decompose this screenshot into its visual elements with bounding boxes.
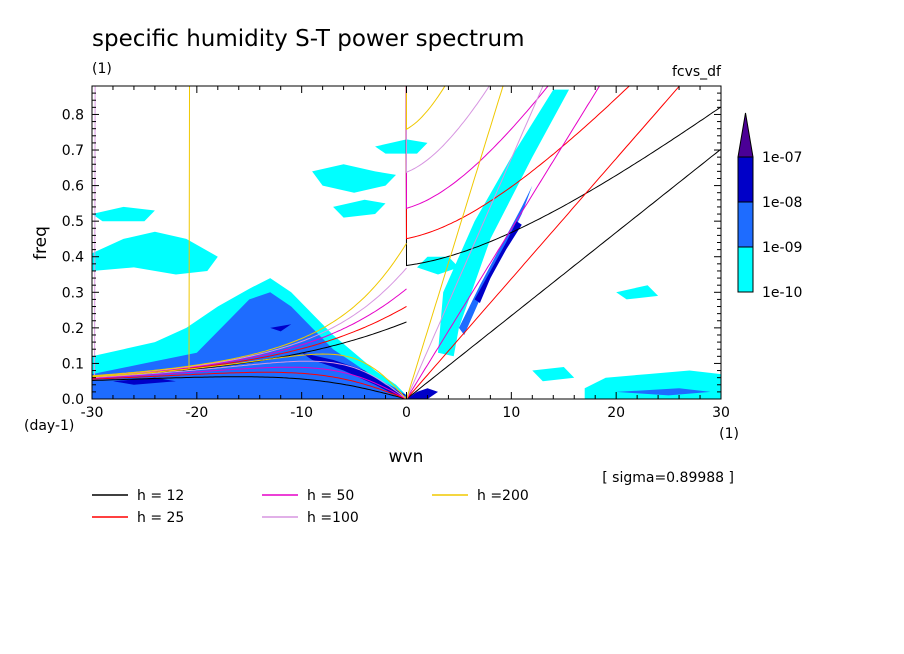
chart-title: specific humidity S-T power spectrum	[92, 26, 524, 52]
colorbar-segment	[737, 156, 754, 203]
contour-region-7	[438, 89, 569, 357]
inertia-gravity-curve-h50	[405, 86, 549, 209]
contour-region-5	[375, 139, 428, 154]
x-tick-label: 30	[712, 405, 730, 421]
x-axis-label: wvn	[389, 447, 424, 467]
legend-label: h = 25	[137, 510, 184, 526]
contour-region-6	[417, 256, 459, 275]
contour-region-2	[92, 206, 155, 222]
subtitle-left: (1)	[92, 61, 112, 77]
y-unit-label: (day-1)	[24, 418, 74, 434]
x-tick-label: 0	[402, 405, 411, 421]
contour-region-4	[333, 199, 386, 218]
contour-region-18	[406, 388, 438, 399]
y-tick-label: 0.5	[62, 214, 84, 230]
mixed-rossby-gravity-curve-h200	[92, 243, 407, 377]
colorbar: 1e-10 1e-09 1e-08 1e-07	[737, 112, 802, 301]
sigma-note: [ sigma=0.89988 ]	[602, 470, 734, 486]
kelvin-curve-h12	[406, 148, 721, 399]
x-tick-label: -10	[290, 405, 313, 421]
contour-region-16	[270, 324, 292, 332]
plot-area: -30 -20 -10 0 10 20 30 0.0 0.1 0.2 0.3 0.4 0.5 0.6 0.7…	[62, 85, 730, 421]
kelvin-curve-h100	[406, 86, 544, 399]
y-tick-label: 0.0	[62, 392, 84, 408]
inertia-gravity-curve-h12	[405, 86, 721, 267]
contour-region-1	[92, 231, 218, 275]
x-tick-label: -20	[185, 405, 208, 421]
inertia-gravity-curve-h200	[92, 86, 446, 378]
legend-label: h =100	[307, 510, 359, 526]
y-axis-label: freq	[31, 226, 51, 260]
colorbar-label: 1e-09	[762, 240, 802, 256]
contour-region-3	[312, 164, 396, 193]
inertia-gravity-curve-h100	[92, 86, 490, 378]
y-tick-label: 0.6	[62, 179, 84, 195]
x-tick-label: -30	[81, 405, 104, 421]
contour-region-9	[532, 367, 575, 382]
colorbar-segment	[737, 201, 754, 248]
x-tick-label: 20	[607, 405, 625, 421]
contour-region-17	[474, 221, 522, 303]
kelvin-curve-h200	[406, 86, 504, 399]
rossby-curve-h25	[92, 371, 407, 399]
colorbar-label: 1e-07	[762, 150, 802, 166]
inertia-gravity-curve-h25	[405, 86, 631, 240]
y-tick-label: 0.2	[62, 321, 84, 337]
contour-region-14	[301, 352, 407, 396]
legend-label: h = 50	[307, 488, 354, 504]
dispersion-curves	[92, 86, 721, 399]
rossby-curve-h200	[92, 353, 407, 399]
x-unit-label: (1)	[719, 426, 739, 442]
kelvin-curve-h25	[406, 86, 681, 399]
contour-region-10	[616, 285, 659, 300]
rossby-curve-h12	[92, 376, 407, 399]
colorbar-label: 1e-10	[762, 285, 802, 301]
contour-region-13	[616, 388, 711, 396]
colorbar-segment	[737, 246, 754, 293]
contour-region-8	[584, 370, 721, 399]
legend-label: h =200	[477, 488, 529, 504]
subtitle-right: fcvs_df	[672, 64, 722, 80]
curve-legend: h = 12 h = 25 h = 50 h =100 h =200	[92, 488, 529, 526]
contour-region-15	[113, 377, 176, 385]
colorbar-arrow	[737, 112, 754, 158]
y-tick-label: 0.7	[62, 143, 84, 159]
kelvin-curve-h50	[406, 86, 601, 399]
y-tick-label: 0.1	[62, 356, 84, 372]
y-tick-label: 0.4	[62, 250, 84, 266]
x-tick-label: 10	[502, 405, 520, 421]
axis-ticks: -30 -20 -10 0 10 20 30 0.0 0.1 0.2 0.3 0.4 0.5 0.6 0.7…	[62, 85, 730, 421]
y-tick-label: 0.8	[62, 107, 84, 123]
colorbar-label: 1e-08	[762, 195, 802, 211]
rossby-curve-h50	[92, 366, 407, 399]
rossby-curve-h100	[92, 360, 407, 399]
legend-label: h = 12	[137, 488, 184, 504]
y-tick-label: 0.3	[62, 285, 84, 301]
